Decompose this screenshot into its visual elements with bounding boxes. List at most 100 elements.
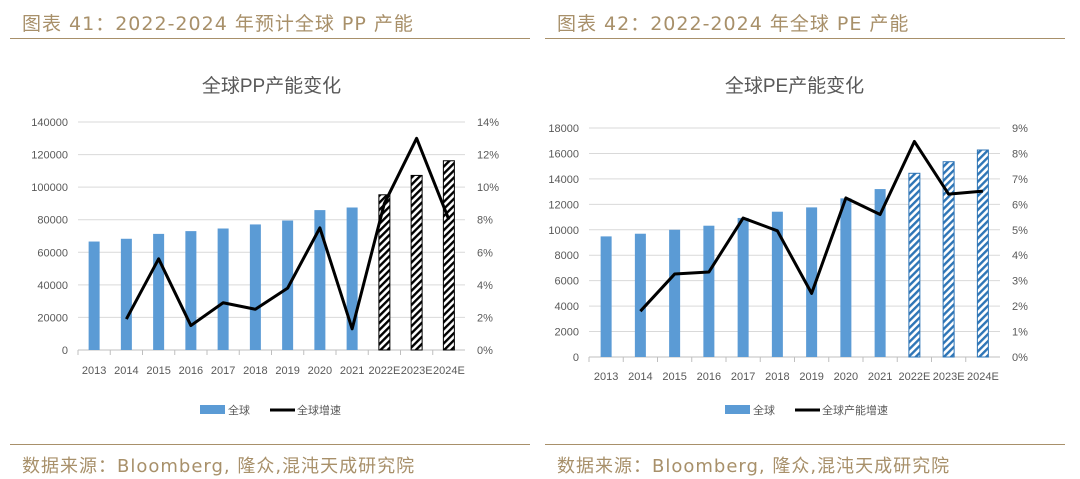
bar-2017 [737, 217, 749, 357]
bar-2023E [942, 161, 955, 358]
right-axis-tick: 12% [477, 150, 499, 162]
left-axis-tick: 0 [573, 352, 579, 364]
figure-pe: 图表 42：2022-2024 年全球 PE 产能 全球PE产能变化 0 0% 200… [545, 0, 1065, 479]
bar-2016 [703, 225, 715, 357]
x-axis-label: 2024E [967, 371, 999, 383]
bar-2018 [249, 224, 261, 350]
left-axis-tick: 18000 [548, 123, 579, 135]
right-axis-tick: 9% [1012, 123, 1028, 135]
right-axis-tick: 0% [477, 345, 493, 357]
right-axis-tick: 4% [1012, 250, 1028, 262]
divider [10, 38, 530, 39]
left-axis-tick: 60000 [37, 247, 68, 259]
bar-2022E [378, 194, 391, 351]
legend-label-bar: 全球 [228, 403, 250, 417]
bar-2020 [840, 198, 852, 357]
left-axis-tick: 2000 [555, 327, 579, 339]
x-axis-label: 2014 [628, 371, 652, 383]
divider [545, 38, 1065, 39]
left-axis-tick: 14000 [548, 174, 579, 186]
legend-label-bar: 全球 [753, 403, 775, 417]
right-axis-tick: 2% [1012, 301, 1028, 313]
left-axis-tick: 80000 [37, 215, 68, 227]
x-axis-label: 2018 [765, 371, 789, 383]
legend-swatch-bar [200, 405, 225, 414]
x-axis-label: 2022E [898, 371, 930, 383]
x-axis-label: 2020 [834, 371, 858, 383]
x-axis-label: 2016 [697, 371, 721, 383]
right-axis-tick: 3% [1012, 276, 1028, 288]
pp-capacity-chart: 全球PP产能变化 0 0% 20000 2% 40000 4% 60000 6% 80000 8% 1… [31, 75, 499, 417]
figure-caption: 图表 42：2022-2024 年全球 PE 产能 [557, 13, 910, 35]
source-note: 数据来源：Bloomberg, 隆众,混沌天成研究院 [22, 456, 416, 477]
bar-2020 [314, 210, 326, 350]
x-axis-label: 2015 [662, 371, 686, 383]
bar-2018 [771, 211, 783, 357]
bar-2013 [600, 236, 612, 357]
chart-title: 全球PP产能变化 [202, 75, 341, 97]
right-axis-tick: 8% [1012, 148, 1028, 160]
left-axis-tick: 140000 [31, 117, 68, 129]
left-axis-tick: 120000 [31, 150, 68, 162]
x-axis-label: 2018 [243, 365, 267, 377]
figure-caption: 图表 41：2022-2024 年预计全球 PP 产能 [22, 13, 414, 35]
bar-2021 [874, 189, 886, 357]
right-axis-tick: 1% [1012, 327, 1028, 339]
x-axis-label: 2014 [114, 365, 138, 377]
x-axis-label: 2019 [799, 371, 823, 383]
x-axis-label: 2017 [211, 365, 235, 377]
left-axis-tick: 6000 [555, 276, 579, 288]
x-axis-label: 2021 [868, 371, 892, 383]
x-axis-label: 2023E [933, 371, 965, 383]
legend-label-line: 全球增速 [297, 403, 341, 417]
left-axis-tick: 4000 [555, 301, 579, 313]
legend-swatch-bar [725, 405, 750, 414]
legend-label-line: 全球产能增速 [822, 403, 888, 417]
right-axis-tick: 14% [477, 117, 499, 129]
left-axis-tick: 16000 [548, 148, 579, 160]
x-axis-label: 2013 [82, 365, 106, 377]
left-axis-tick: 100000 [31, 182, 68, 194]
left-axis-tick: 20000 [37, 312, 68, 324]
bar-2016 [185, 231, 197, 350]
bar-2024E [442, 160, 455, 351]
right-axis-tick: 6% [1012, 199, 1028, 211]
figure-pp: 图表 41：2022-2024 年预计全球 PP 产能 全球PP产能变化 0 0% 2… [10, 0, 530, 479]
left-axis-tick: 10000 [548, 225, 579, 237]
left-axis-tick: 40000 [37, 280, 68, 292]
bar-2015 [153, 233, 165, 350]
x-axis-label: 2024E [433, 365, 465, 377]
divider [545, 444, 1065, 445]
divider [10, 444, 530, 445]
pe-capacity-chart: 全球PE产能变化 0 0% 2000 1% 4000 2% 6000 3% 8000 4% 10000… [548, 75, 1028, 417]
x-axis-label: 2015 [146, 365, 170, 377]
bar-2021 [346, 207, 358, 350]
x-axis-label: 2017 [731, 371, 755, 383]
x-axis-label: 2021 [340, 365, 364, 377]
growth-line [639, 139, 984, 313]
right-axis-tick: 7% [1012, 174, 1028, 186]
x-axis-label: 2013 [594, 371, 618, 383]
right-axis-tick: 5% [1012, 225, 1028, 237]
bar-2014 [120, 238, 132, 350]
x-axis-label: 2016 [179, 365, 203, 377]
bar-2015 [669, 229, 681, 357]
bar-2017 [217, 228, 229, 350]
x-axis-label: 2020 [308, 365, 332, 377]
bar-2014 [634, 233, 646, 357]
growth-line [125, 136, 451, 331]
left-axis-tick: 8000 [555, 250, 579, 262]
left-axis-tick: 0 [62, 345, 68, 357]
bar-2022E [908, 172, 921, 358]
x-axis-label: 2019 [275, 365, 299, 377]
right-axis-tick: 6% [477, 247, 493, 259]
right-axis-tick: 8% [477, 215, 493, 227]
source-note: 数据来源：Bloomberg, 隆众,混沌天成研究院 [557, 456, 951, 477]
left-axis-tick: 12000 [548, 199, 579, 211]
chart-title: 全球PE产能变化 [725, 75, 864, 97]
right-axis-tick: 0% [1012, 352, 1028, 364]
x-axis-label: 2022E [368, 365, 400, 377]
right-axis-tick: 2% [477, 312, 493, 324]
x-axis-label: 2023E [401, 365, 433, 377]
bar-2024E [976, 149, 989, 358]
